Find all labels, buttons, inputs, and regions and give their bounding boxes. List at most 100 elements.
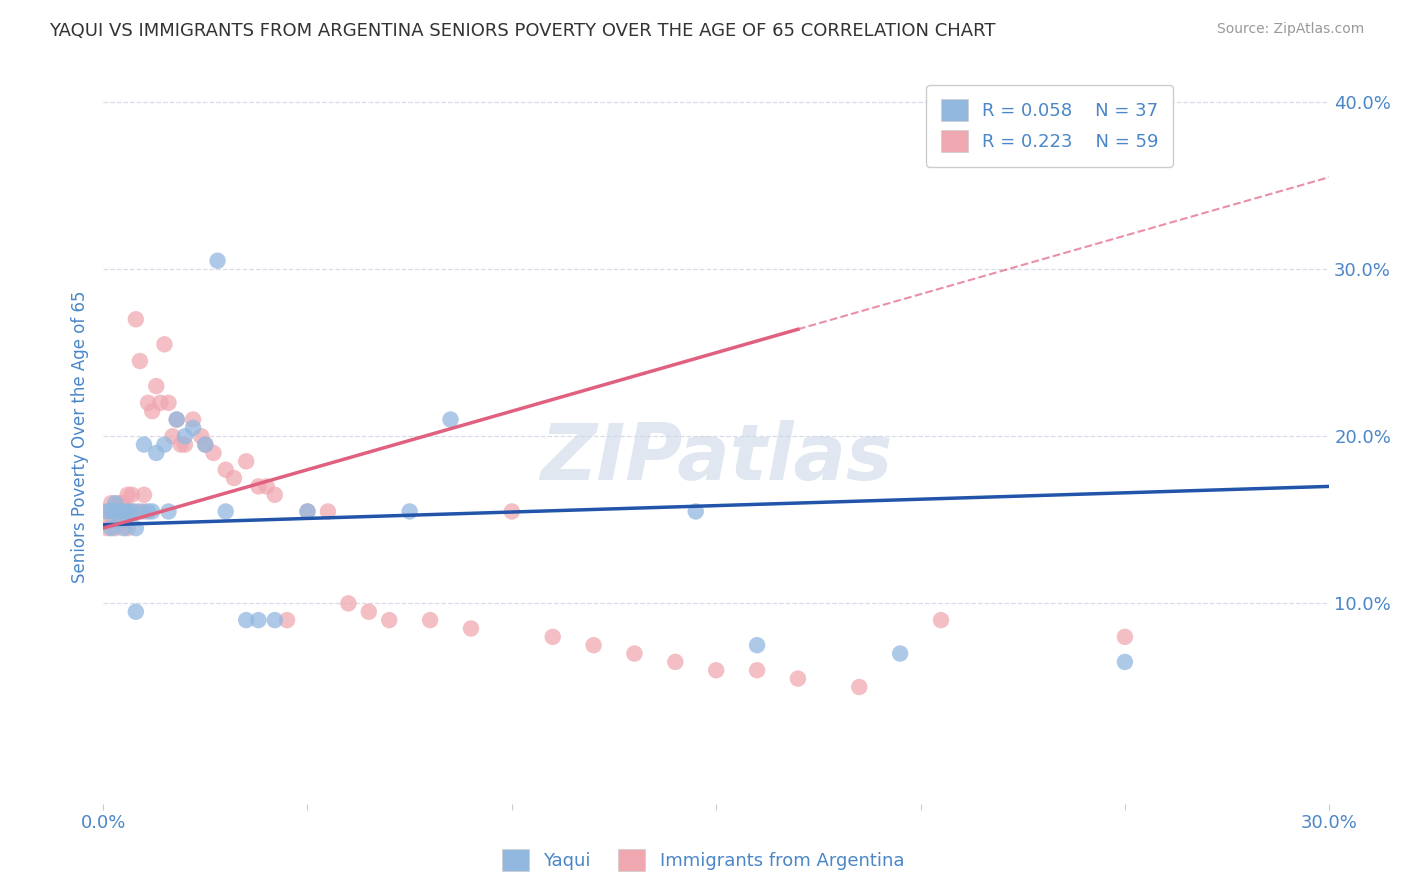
Point bbox=[235, 454, 257, 468]
Point bbox=[132, 504, 155, 518]
Point bbox=[145, 379, 167, 393]
Point bbox=[215, 504, 238, 518]
Point bbox=[108, 504, 131, 518]
Point bbox=[162, 429, 184, 443]
Point bbox=[263, 613, 285, 627]
Point bbox=[623, 647, 645, 661]
Point bbox=[129, 504, 152, 518]
Point bbox=[664, 655, 686, 669]
Point bbox=[685, 504, 707, 518]
Point bbox=[194, 437, 217, 451]
Point bbox=[1114, 630, 1136, 644]
Point bbox=[247, 613, 270, 627]
Point bbox=[100, 513, 122, 527]
Point bbox=[136, 504, 159, 518]
Point bbox=[125, 605, 148, 619]
Text: Source: ZipAtlas.com: Source: ZipAtlas.com bbox=[1216, 22, 1364, 37]
Point bbox=[100, 504, 122, 518]
Point bbox=[121, 504, 143, 518]
Point bbox=[745, 638, 768, 652]
Point bbox=[112, 504, 135, 518]
Point bbox=[173, 429, 195, 443]
Point bbox=[125, 521, 148, 535]
Point bbox=[848, 680, 870, 694]
Point bbox=[173, 437, 195, 451]
Point bbox=[297, 504, 319, 518]
Point bbox=[439, 412, 461, 426]
Point bbox=[378, 613, 401, 627]
Point bbox=[194, 437, 217, 451]
Point bbox=[108, 504, 131, 518]
Point bbox=[357, 605, 380, 619]
Point bbox=[787, 672, 810, 686]
Point bbox=[104, 504, 127, 518]
Point bbox=[460, 622, 482, 636]
Point bbox=[141, 404, 163, 418]
Point bbox=[117, 521, 139, 535]
Point bbox=[704, 663, 727, 677]
Point bbox=[190, 429, 212, 443]
Point bbox=[108, 513, 131, 527]
Point bbox=[419, 613, 441, 627]
Point bbox=[745, 663, 768, 677]
Point bbox=[207, 253, 229, 268]
Legend: R = 0.058    N = 37, R = 0.223    N = 59: R = 0.058 N = 37, R = 0.223 N = 59 bbox=[927, 85, 1173, 167]
Point bbox=[256, 479, 278, 493]
Point bbox=[541, 630, 564, 644]
Point bbox=[117, 504, 139, 518]
Point bbox=[337, 596, 360, 610]
Point bbox=[117, 488, 139, 502]
Point bbox=[132, 488, 155, 502]
Point bbox=[170, 437, 193, 451]
Point bbox=[157, 504, 180, 518]
Point bbox=[145, 446, 167, 460]
Point bbox=[132, 437, 155, 451]
Point bbox=[929, 613, 952, 627]
Point bbox=[96, 521, 118, 535]
Point bbox=[297, 504, 319, 518]
Point bbox=[100, 521, 122, 535]
Point bbox=[104, 504, 127, 518]
Point bbox=[398, 504, 420, 518]
Point bbox=[889, 647, 911, 661]
Point bbox=[153, 437, 176, 451]
Point bbox=[121, 504, 143, 518]
Point bbox=[582, 638, 605, 652]
Point bbox=[501, 504, 523, 518]
Point bbox=[112, 513, 135, 527]
Point bbox=[149, 396, 172, 410]
Point bbox=[153, 337, 176, 351]
Legend: Yaqui, Immigrants from Argentina: Yaqui, Immigrants from Argentina bbox=[495, 842, 911, 879]
Point bbox=[125, 504, 148, 518]
Point bbox=[215, 463, 238, 477]
Point bbox=[247, 479, 270, 493]
Point bbox=[96, 504, 118, 518]
Point bbox=[181, 421, 204, 435]
Point bbox=[263, 488, 285, 502]
Point bbox=[125, 312, 148, 326]
Point bbox=[108, 496, 131, 510]
Point bbox=[181, 412, 204, 426]
Point bbox=[166, 412, 188, 426]
Point bbox=[166, 412, 188, 426]
Point bbox=[117, 504, 139, 518]
Point bbox=[100, 496, 122, 510]
Point bbox=[112, 521, 135, 535]
Text: ZIPatlas: ZIPatlas bbox=[540, 420, 893, 496]
Point bbox=[104, 521, 127, 535]
Point bbox=[117, 504, 139, 518]
Y-axis label: Seniors Poverty Over the Age of 65: Seniors Poverty Over the Age of 65 bbox=[72, 290, 89, 582]
Point bbox=[96, 504, 118, 518]
Point bbox=[157, 396, 180, 410]
Point bbox=[235, 613, 257, 627]
Text: YAQUI VS IMMIGRANTS FROM ARGENTINA SENIORS POVERTY OVER THE AGE OF 65 CORRELATIO: YAQUI VS IMMIGRANTS FROM ARGENTINA SENIO… bbox=[49, 22, 995, 40]
Point bbox=[202, 446, 225, 460]
Point bbox=[129, 354, 152, 368]
Point bbox=[222, 471, 245, 485]
Point bbox=[316, 504, 339, 518]
Point bbox=[136, 396, 159, 410]
Point bbox=[141, 504, 163, 518]
Point bbox=[276, 613, 298, 627]
Point bbox=[104, 496, 127, 510]
Point bbox=[121, 488, 143, 502]
